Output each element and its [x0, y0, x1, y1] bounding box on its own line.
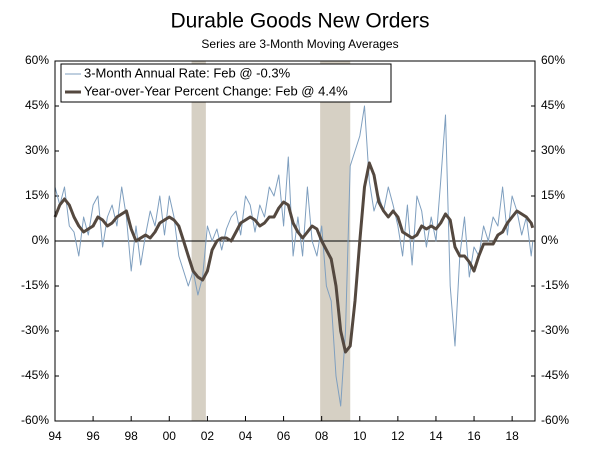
x-tick-label: 96: [86, 429, 100, 443]
chart-title: Durable Goods New Orders: [170, 10, 429, 33]
y-tick-label: 45%: [25, 98, 49, 112]
y2-tick-label: -15%: [541, 278, 569, 292]
y2-tick-label: 60%: [541, 53, 565, 67]
x-tick-label: 06: [277, 429, 291, 443]
legend-label: 3-Month Annual Rate: Feb @ -0.3%: [84, 65, 291, 80]
x-tick-label: 10: [353, 429, 367, 443]
y-tick-label: 30%: [25, 143, 49, 157]
x-tick-label: 12: [391, 429, 405, 443]
y-tick-label: -60%: [21, 413, 49, 427]
legend-box: [60, 63, 392, 103]
series-line: [53, 161, 535, 354]
x-tick-label: 00: [163, 429, 177, 443]
series-line: [54, 105, 534, 407]
y-tick-label: -15%: [21, 278, 49, 292]
y2-tick-label: -30%: [541, 323, 569, 337]
y2-tick-label: 45%: [541, 98, 565, 112]
y2-tick-label: 0%: [541, 233, 559, 247]
x-tick-label: 14: [429, 429, 443, 443]
chart-subtitle: Series are 3-Month Moving Averages: [201, 37, 398, 51]
plot-frame: [54, 60, 536, 422]
y-tick-label: -30%: [21, 323, 49, 337]
x-tick-label: 16: [467, 429, 481, 443]
y-tick-label: 0%: [32, 233, 50, 247]
y2-tick-label: -60%: [541, 413, 569, 427]
x-tick-label: 02: [201, 429, 215, 443]
y2-tick-label: -45%: [541, 368, 569, 382]
x-tick-label: 08: [315, 429, 329, 443]
x-tick-label: 94: [48, 429, 62, 443]
x-tick-label: 18: [505, 429, 519, 443]
y-tick-label: 60%: [25, 53, 49, 67]
legend-label: Year-over-Year Percent Change: Feb @ 4.4…: [84, 83, 348, 98]
x-tick-label: 98: [125, 429, 139, 443]
y-tick-label: -45%: [21, 368, 49, 382]
x-tick-label: 04: [239, 429, 253, 443]
y-tick-label: 15%: [25, 188, 49, 202]
y2-tick-label: 15%: [541, 188, 565, 202]
y2-tick-label: 30%: [541, 143, 565, 157]
